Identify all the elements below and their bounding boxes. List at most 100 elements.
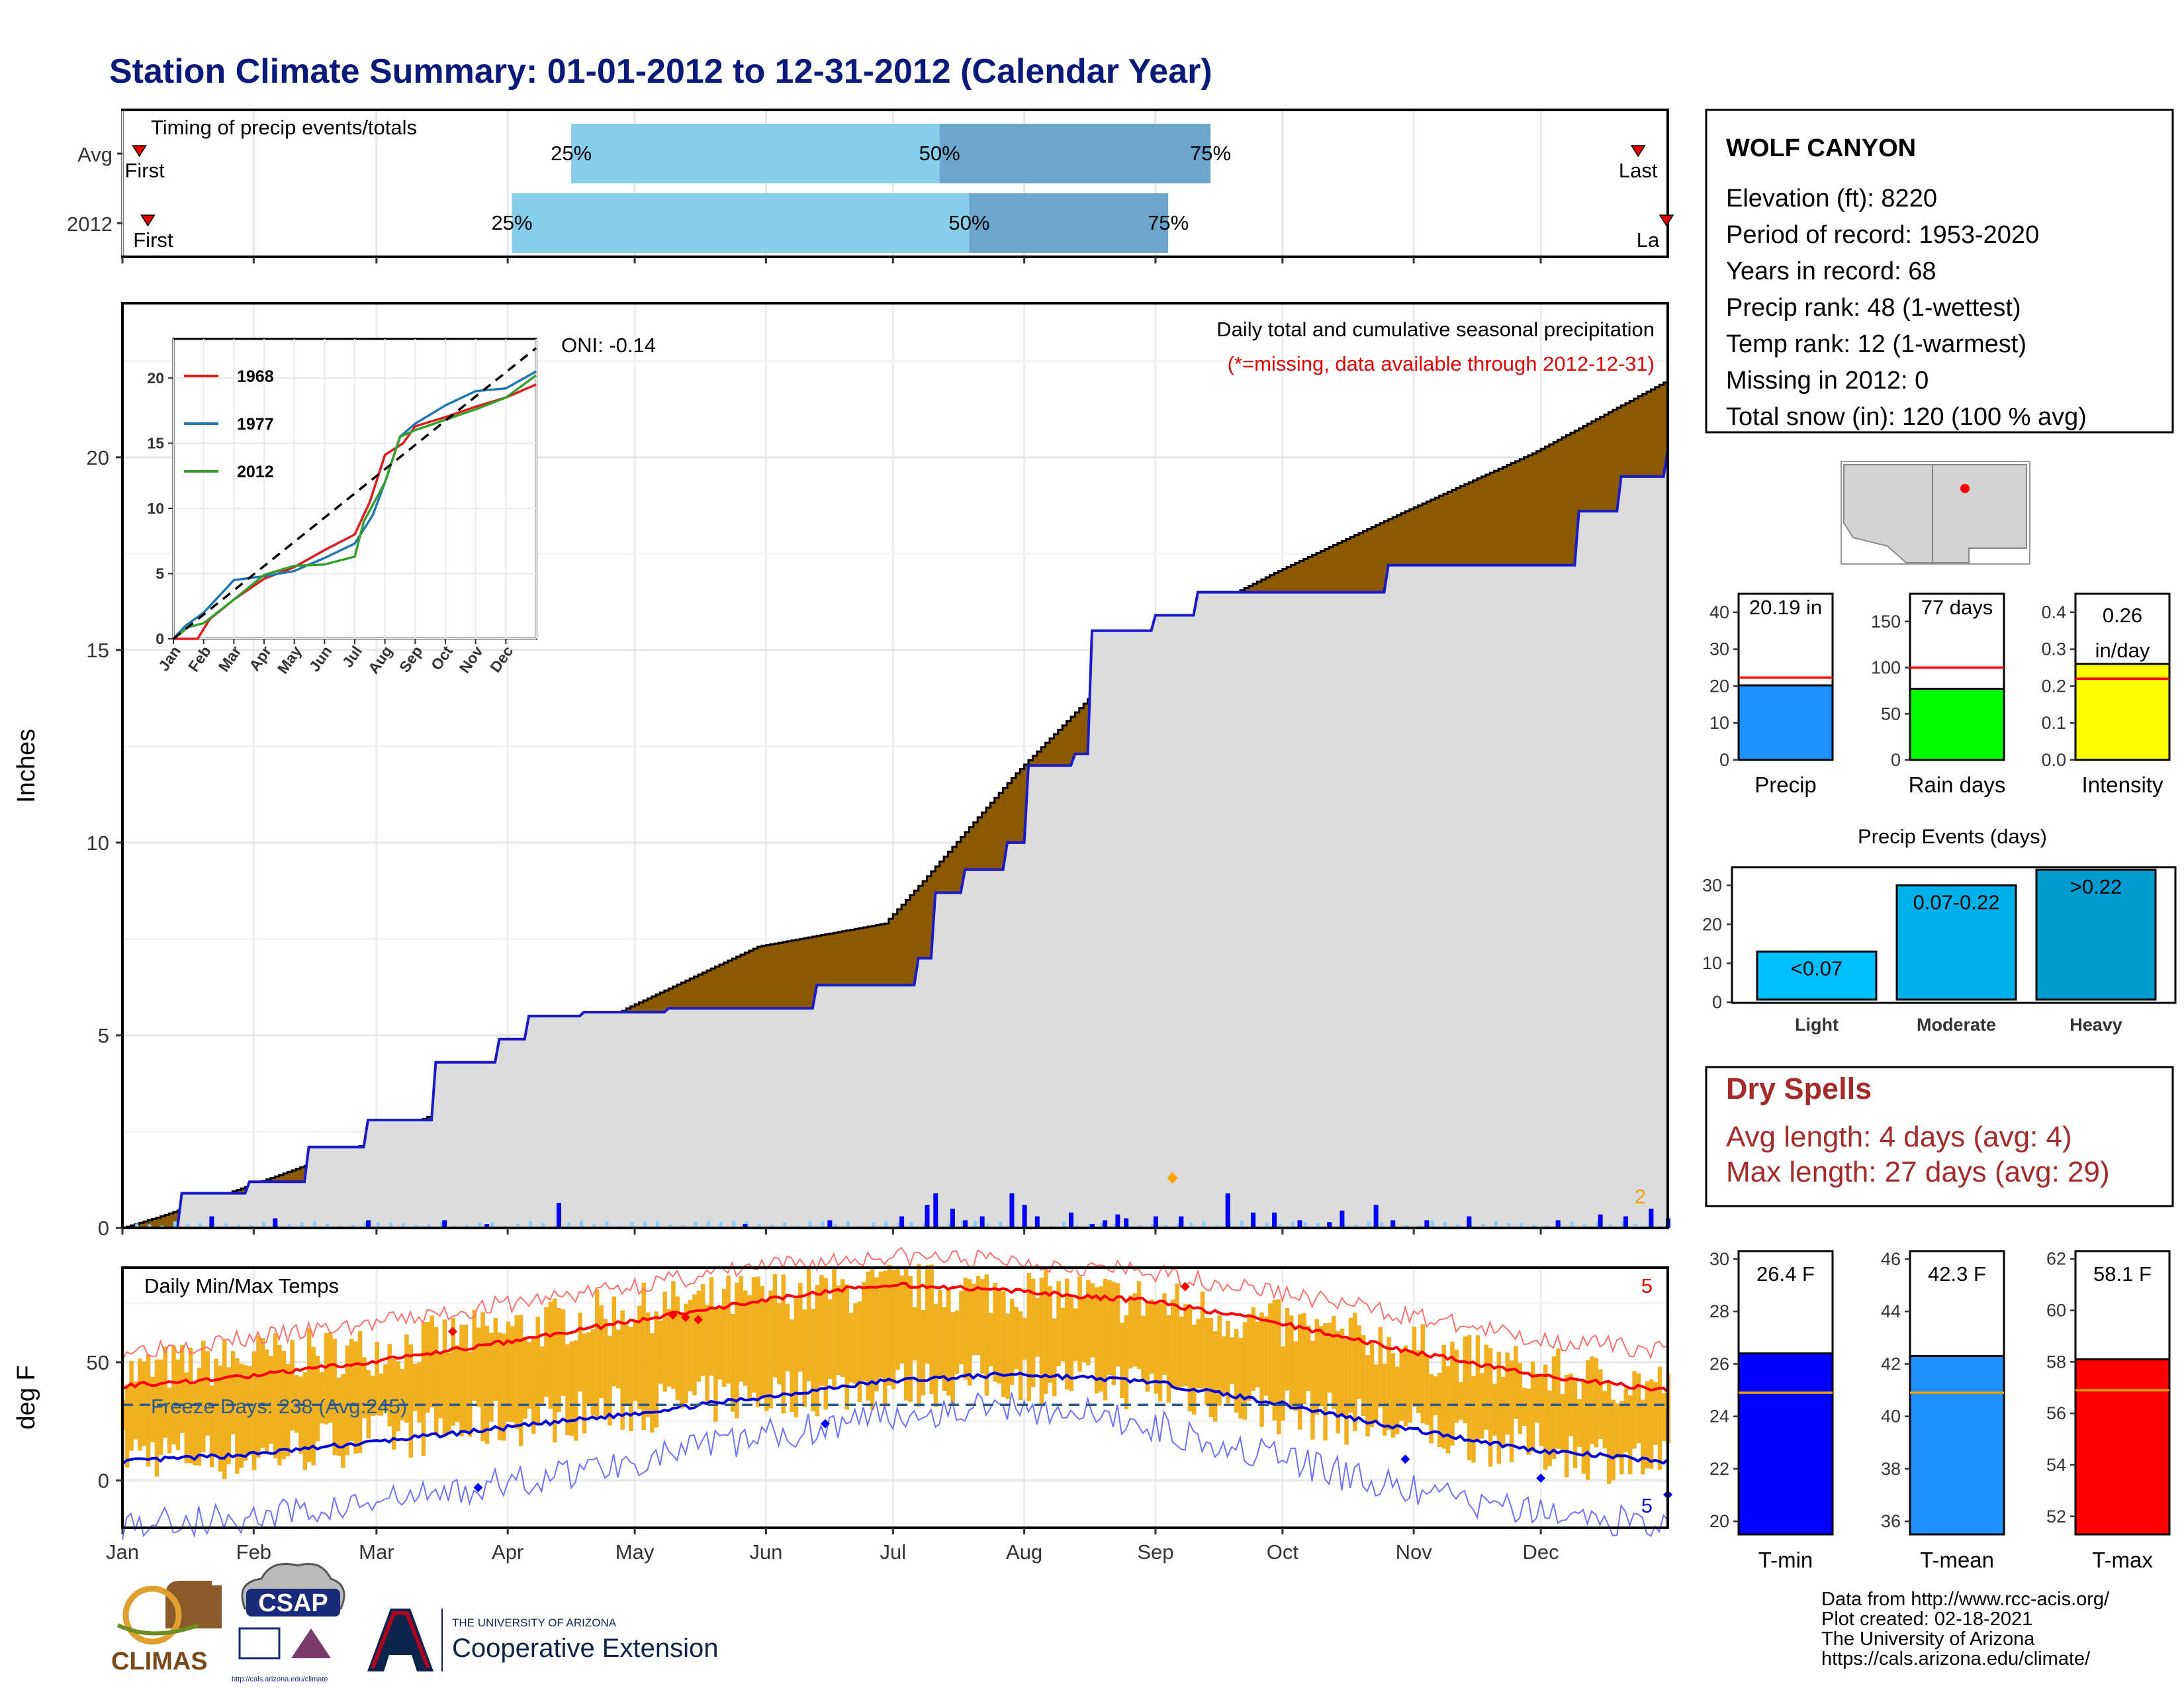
daily-trace-bar: [986, 1223, 990, 1228]
daily-temp-range-bar: [730, 1314, 735, 1412]
daily-trace-bar: [199, 1223, 203, 1228]
daily-temp-range-bar: [171, 1345, 176, 1444]
csap-grid-icon: [238, 1627, 281, 1660]
daily-temp-range-bar: [451, 1318, 455, 1426]
station-line: Elevation (ft): 8220: [1726, 185, 1937, 212]
daily-trace-bar: [402, 1223, 406, 1228]
daily-temp-range-bar: [1111, 1282, 1116, 1385]
daily-trace-bar: [681, 1225, 685, 1228]
inset-legend: 1968 1977 2012: [184, 367, 274, 481]
daily-temp-range-bar: [721, 1289, 727, 1387]
daily-precip-bar: [1124, 1218, 1129, 1228]
daily-temp-range-bar: [230, 1351, 236, 1434]
daily-temp-range-bar: [159, 1359, 163, 1456]
daily-temp-range-bar: [1585, 1360, 1590, 1480]
precip-events-title: Precip Events (days): [1858, 825, 2047, 848]
summary-ytick-label: 150: [1871, 612, 1901, 632]
station-line: Total snow (in): 120 (100 % avg): [1726, 403, 2087, 431]
inset-legend-label: 1968: [237, 367, 274, 386]
temp-bar-ytick-label: 60: [2046, 1300, 2066, 1320]
daily-temp-range-bar: [1623, 1388, 1629, 1453]
daily-trace-bar: [1583, 1224, 1587, 1228]
daily-precip-bar: [1103, 1220, 1108, 1228]
daily-trace-bar: [821, 1221, 825, 1228]
daily-temp-range-bar: [383, 1364, 388, 1412]
daily-temp-range-bar: [1594, 1358, 1599, 1448]
daily-temp-range-bar: [1030, 1278, 1036, 1387]
daily-trace-bar: [389, 1223, 393, 1228]
daily-temp-range-bar: [1441, 1344, 1446, 1449]
daily-temp-range-bar: [993, 1283, 997, 1382]
daily-trace-bar: [185, 1223, 189, 1228]
daily-temp-range-bar: [306, 1328, 312, 1462]
daily-trace-bar: [706, 1221, 710, 1228]
daily-trace-bar: [1176, 1223, 1180, 1228]
daily-temp-range-bar: [163, 1346, 167, 1438]
daily-temp-range-bar: [942, 1307, 947, 1391]
daily-temp-range-bar: [794, 1298, 799, 1418]
daily-trace-bar: [541, 1223, 545, 1228]
daily-temp-range-bar: [1192, 1325, 1197, 1415]
daily-trace-bar: [326, 1223, 330, 1228]
temp-y-axis: 0 50: [87, 1351, 122, 1493]
daily-temp-range-bar: [1208, 1317, 1214, 1417]
daily-trace-bar: [770, 1224, 774, 1228]
daily-temp-range-bar: [832, 1266, 837, 1387]
footer-line: Data from http://www.rcc-acis.org/: [1821, 1589, 2110, 1610]
ua-main-text: Cooperative Extension: [452, 1634, 718, 1663]
timing-row-label: 2012: [67, 212, 113, 236]
daily-temp-range-bar: [1564, 1374, 1569, 1477]
daily-temp-range-bar: [218, 1365, 223, 1472]
daily-temp-range-bar: [696, 1290, 702, 1382]
daily-temp-range-bar: [891, 1270, 896, 1389]
daily-temp-range-bar: [256, 1336, 261, 1458]
csap-badge: [246, 1589, 340, 1617]
daily-precip-bar: [1034, 1216, 1040, 1228]
csap-url: http://cals.arizona.edu/climate: [232, 1675, 328, 1683]
daily-trace-bar: [592, 1224, 596, 1228]
daily-trace-bar: [249, 1225, 253, 1228]
daily-temp-range-bar: [438, 1353, 443, 1419]
daily-trace-bar: [732, 1221, 736, 1228]
precip-corner-count: 2: [1635, 1185, 1646, 1208]
daily-temp-range-bar: [1086, 1280, 1091, 1366]
daily-temp-range-bar: [1060, 1307, 1066, 1362]
daily-temp-range-bar: [209, 1385, 214, 1468]
daily-temp-range-bar: [1399, 1348, 1404, 1421]
last-event-label: La: [1637, 228, 1660, 252]
daily-temp-range-bar: [1302, 1313, 1306, 1405]
temp-bar-ytick-label: 40: [1881, 1407, 1901, 1427]
daily-temp-range-bar: [903, 1268, 909, 1401]
daily-temp-range-bar: [671, 1281, 676, 1389]
daily-precip-bar: [1272, 1212, 1277, 1228]
temp-bar-ytick-label: 30: [1709, 1249, 1729, 1269]
daily-temp-range-bar: [1035, 1297, 1040, 1357]
daily-temp-range-bar: [1094, 1287, 1099, 1393]
daily-temp-range-bar: [679, 1312, 684, 1409]
temp-content: [120, 1246, 1672, 1540]
summary-bar: [1737, 684, 1834, 761]
daily-temp-range-bar: [713, 1307, 718, 1422]
temperature-bars: 26.4 F 20 22 24 26 28 30 T-min 42.3 F 36 38 40 42 44 4…: [1709, 1249, 2171, 1572]
daily-trace-bar: [312, 1221, 316, 1228]
daily-trace-bar: [173, 1221, 177, 1228]
daily-temp-range-bar: [1606, 1381, 1612, 1484]
inset-legend-label: 2012: [237, 463, 274, 481]
daily-trace-bar: [923, 1223, 927, 1228]
daily-temp-range-bar: [518, 1315, 523, 1446]
daily-precip-bar: [1424, 1220, 1430, 1228]
daily-temp-range-bar: [548, 1301, 553, 1409]
daily-trace-bar: [999, 1221, 1003, 1228]
daily-temp-range-bar: [1459, 1382, 1463, 1420]
avg-min-line: [121, 1371, 1669, 1466]
temp-bar-label: T-min: [1758, 1548, 1813, 1572]
daily-temp-range-bar: [1115, 1283, 1120, 1367]
footer-line: The University of Arizona: [1821, 1628, 2035, 1650]
daily-temp-range-bar: [997, 1288, 1002, 1384]
daily-temp-range-bar: [675, 1296, 680, 1401]
daily-temp-range-bar: [408, 1344, 414, 1458]
daily-temp-range-bar: [1632, 1371, 1637, 1449]
daily-temp-range-bar: [290, 1339, 295, 1430]
temp-bar-ytick-label: 24: [1709, 1407, 1729, 1427]
daily-precip-bar: [273, 1218, 278, 1228]
